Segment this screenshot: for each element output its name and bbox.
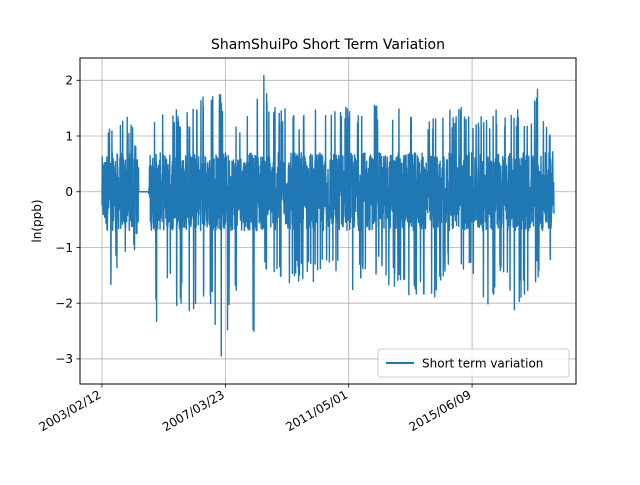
y-tick-label: 0 [65,185,73,199]
legend: Short term variation [377,348,570,378]
chart-title: ShamShuiPo Short Term Variation [211,37,445,53]
y-axis-label: ln(ppb) [30,199,44,242]
y-tick-label: 1 [65,129,73,143]
legend-label: Short term variation [422,357,543,371]
series-line-short-term-variation [101,74,555,357]
legend-box [377,348,570,378]
series-layer [101,74,555,357]
y-tick-label: 2 [65,74,73,88]
y-tick-label: −2 [55,296,73,310]
y-tick-label: −3 [55,352,73,366]
plot-frame [79,57,577,385]
y-tick-label: −1 [55,241,73,255]
